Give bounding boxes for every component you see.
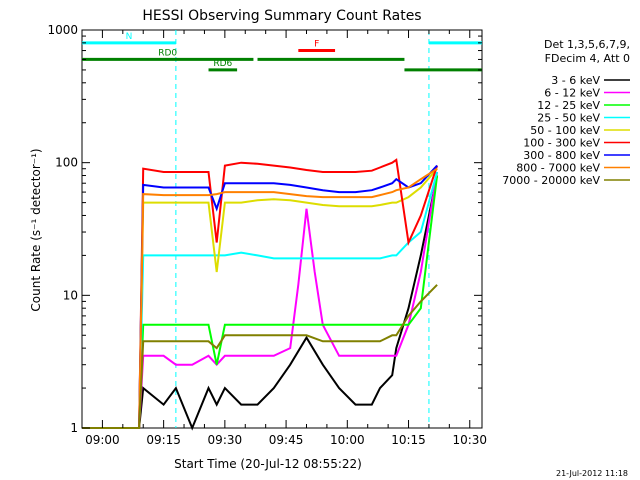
plot-area: N F RD0 RD6 <box>82 30 482 431</box>
y-tick-label: 1 <box>70 421 78 435</box>
y-tick-label: 100 <box>55 156 78 170</box>
y-axis-label: Count Rate (s⁻¹ detector⁻¹) <box>29 148 43 311</box>
series-50-100-keV-line <box>82 168 438 429</box>
legend-label: 7000 - 20000 keV <box>502 174 600 187</box>
x-tick-label: 09:45 <box>269 433 304 447</box>
x-tick-label: 10:30 <box>452 433 487 447</box>
legend-label: 800 - 7000 keV <box>516 162 600 175</box>
chart-title: HESSI Observing Summary Count Rates <box>142 8 421 24</box>
legend-header-2: FDecim 4, Att 0 <box>545 52 630 65</box>
series-6-12-keV-line <box>82 171 439 429</box>
timestamp: 21-Jul-2012 11:18 <box>556 469 628 478</box>
x-tick-label: 09:00 <box>85 433 120 447</box>
x-tick-label: 09:30 <box>208 433 243 447</box>
status-label-n: N <box>126 32 133 42</box>
series-100-300-keV-line <box>82 158 439 429</box>
status-label-rd6: RD6 <box>213 59 232 69</box>
status-label-f: F <box>314 40 319 50</box>
x-axis: 09:00 09:15 09:30 09:45 10:00 10:15 10:30 <box>81 30 487 447</box>
legend-label: 3 - 6 keV <box>551 74 600 87</box>
series-12-25-keV-line <box>82 175 439 429</box>
y-tick-label: 1000 <box>47 23 78 37</box>
legend-label: 300 - 800 keV <box>523 149 600 162</box>
legend-label: 12 - 25 keV <box>537 99 600 112</box>
legend-label: 6 - 12 keV <box>544 87 600 100</box>
legend-header-1: Det 1,3,5,6,7,9, <box>544 38 630 51</box>
legend-label: 25 - 50 keV <box>537 112 600 125</box>
y-tick-label: 10 <box>63 288 78 302</box>
series-800-7000-keV-line <box>82 167 438 429</box>
x-tick-label: 10:00 <box>330 433 365 447</box>
series-25-50-keV-line <box>82 171 439 429</box>
plot-frame <box>81 29 483 429</box>
series-300-800-keV-line <box>82 164 438 429</box>
x-tick-label: 10:15 <box>391 433 426 447</box>
y-axis: 1 10 100 1000 <box>47 23 482 435</box>
legend: Det 1,3,5,6,7,9, FDecim 4, Att 0 3 - 6 k… <box>502 38 630 187</box>
x-axis-label: Start Time (20-Jul-12 08:55:22) <box>174 457 362 471</box>
x-tick-label: 09:15 <box>146 433 181 447</box>
series-7000-20000-keV-line <box>82 284 438 429</box>
status-label-rd0: RD0 <box>158 48 177 58</box>
legend-label: 50 - 100 keV <box>530 124 600 137</box>
legend-label: 100 - 300 keV <box>523 137 600 150</box>
series-3-6-keV-line <box>82 175 439 431</box>
